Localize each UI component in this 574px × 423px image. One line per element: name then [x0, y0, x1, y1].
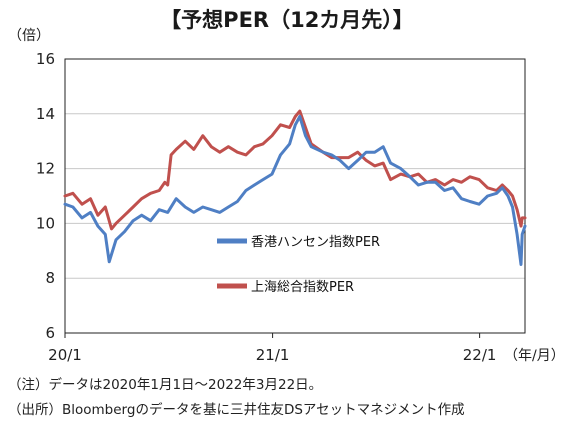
x-tick-label: 20/1: [48, 346, 82, 364]
y-tick-label: 6: [45, 324, 55, 342]
y-axis-unit: （倍）: [8, 28, 50, 44]
x-tick-label: 21/1: [256, 346, 290, 364]
y-tick-label: 12: [36, 160, 55, 178]
x-tick-label: 22/1: [463, 346, 497, 364]
series-line: [63, 109, 527, 231]
chart-title: 【予想PER（12カ月先）】: [160, 8, 414, 32]
legend-label: 上海総合指数PER: [251, 280, 354, 295]
series-line: [63, 115, 527, 266]
x-axis-unit: （年/月）: [504, 348, 565, 364]
note-period: （注）データは2020年1月1日～2022年3月22日。: [8, 377, 323, 393]
y-tick-label: 16: [36, 50, 55, 68]
y-tick-label: 14: [36, 105, 55, 123]
legend-label: 香港ハンセン指数PER: [251, 235, 380, 250]
note-source: （出所）Bloombergのデータを基に三井住友DSアセットマネジメント作成: [8, 402, 465, 418]
y-tick-label: 10: [36, 214, 55, 232]
y-tick-label: 8: [45, 269, 55, 287]
